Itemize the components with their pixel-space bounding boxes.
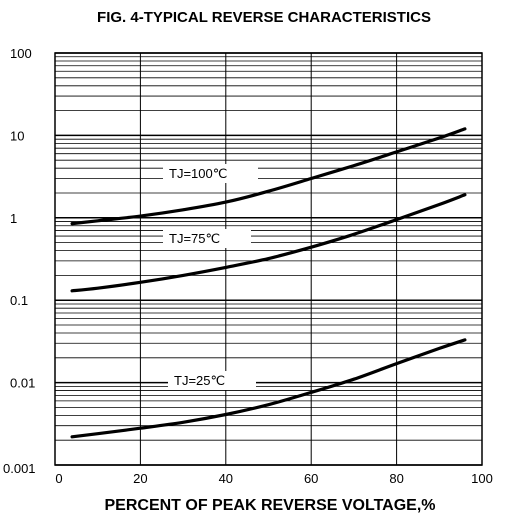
y-tick-label: 0.1 bbox=[10, 293, 28, 308]
y-tick-label: 0.01 bbox=[10, 376, 35, 391]
annotation-background bbox=[163, 229, 251, 248]
series-line bbox=[70, 127, 467, 226]
x-tick-label: 20 bbox=[133, 471, 147, 486]
y-tick-label: 0.001 bbox=[3, 461, 36, 476]
x-tick-label: 100 bbox=[471, 471, 493, 486]
x-tick-label: 40 bbox=[219, 471, 233, 486]
y-tick-label: 100 bbox=[10, 46, 32, 61]
y-tick-label: 10 bbox=[10, 128, 24, 143]
y-tick-label: 1 bbox=[10, 211, 17, 226]
series-layer bbox=[70, 127, 467, 439]
chart-title: FIG. 4-TYPICAL REVERSE CHARACTERISTICS bbox=[97, 9, 431, 26]
x-tick-label: 0 bbox=[55, 471, 62, 486]
x-axis-label: PERCENT OF PEAK REVERSE VOLTAGE,% bbox=[104, 497, 435, 514]
plot-frame bbox=[54, 52, 483, 466]
x-tick-labels: 0 20 40 60 80 100 bbox=[55, 471, 492, 486]
annotation-background bbox=[163, 164, 258, 183]
y-tick-labels: 100 10 1 0.1 0.01 0.001 bbox=[3, 46, 36, 476]
series-line bbox=[70, 338, 467, 439]
x-tick-label: 60 bbox=[304, 471, 318, 486]
series-annotation: TJ=25℃ bbox=[174, 373, 225, 388]
annotation-background bbox=[168, 371, 256, 390]
series-annotation: TJ=75℃ bbox=[169, 231, 220, 246]
x-tick-label: 80 bbox=[389, 471, 403, 486]
annotation-layer: TJ=100℃ TJ=75℃ TJ=25℃ bbox=[163, 164, 258, 390]
series-annotation: TJ=100℃ bbox=[169, 166, 227, 181]
series-line bbox=[70, 193, 467, 293]
